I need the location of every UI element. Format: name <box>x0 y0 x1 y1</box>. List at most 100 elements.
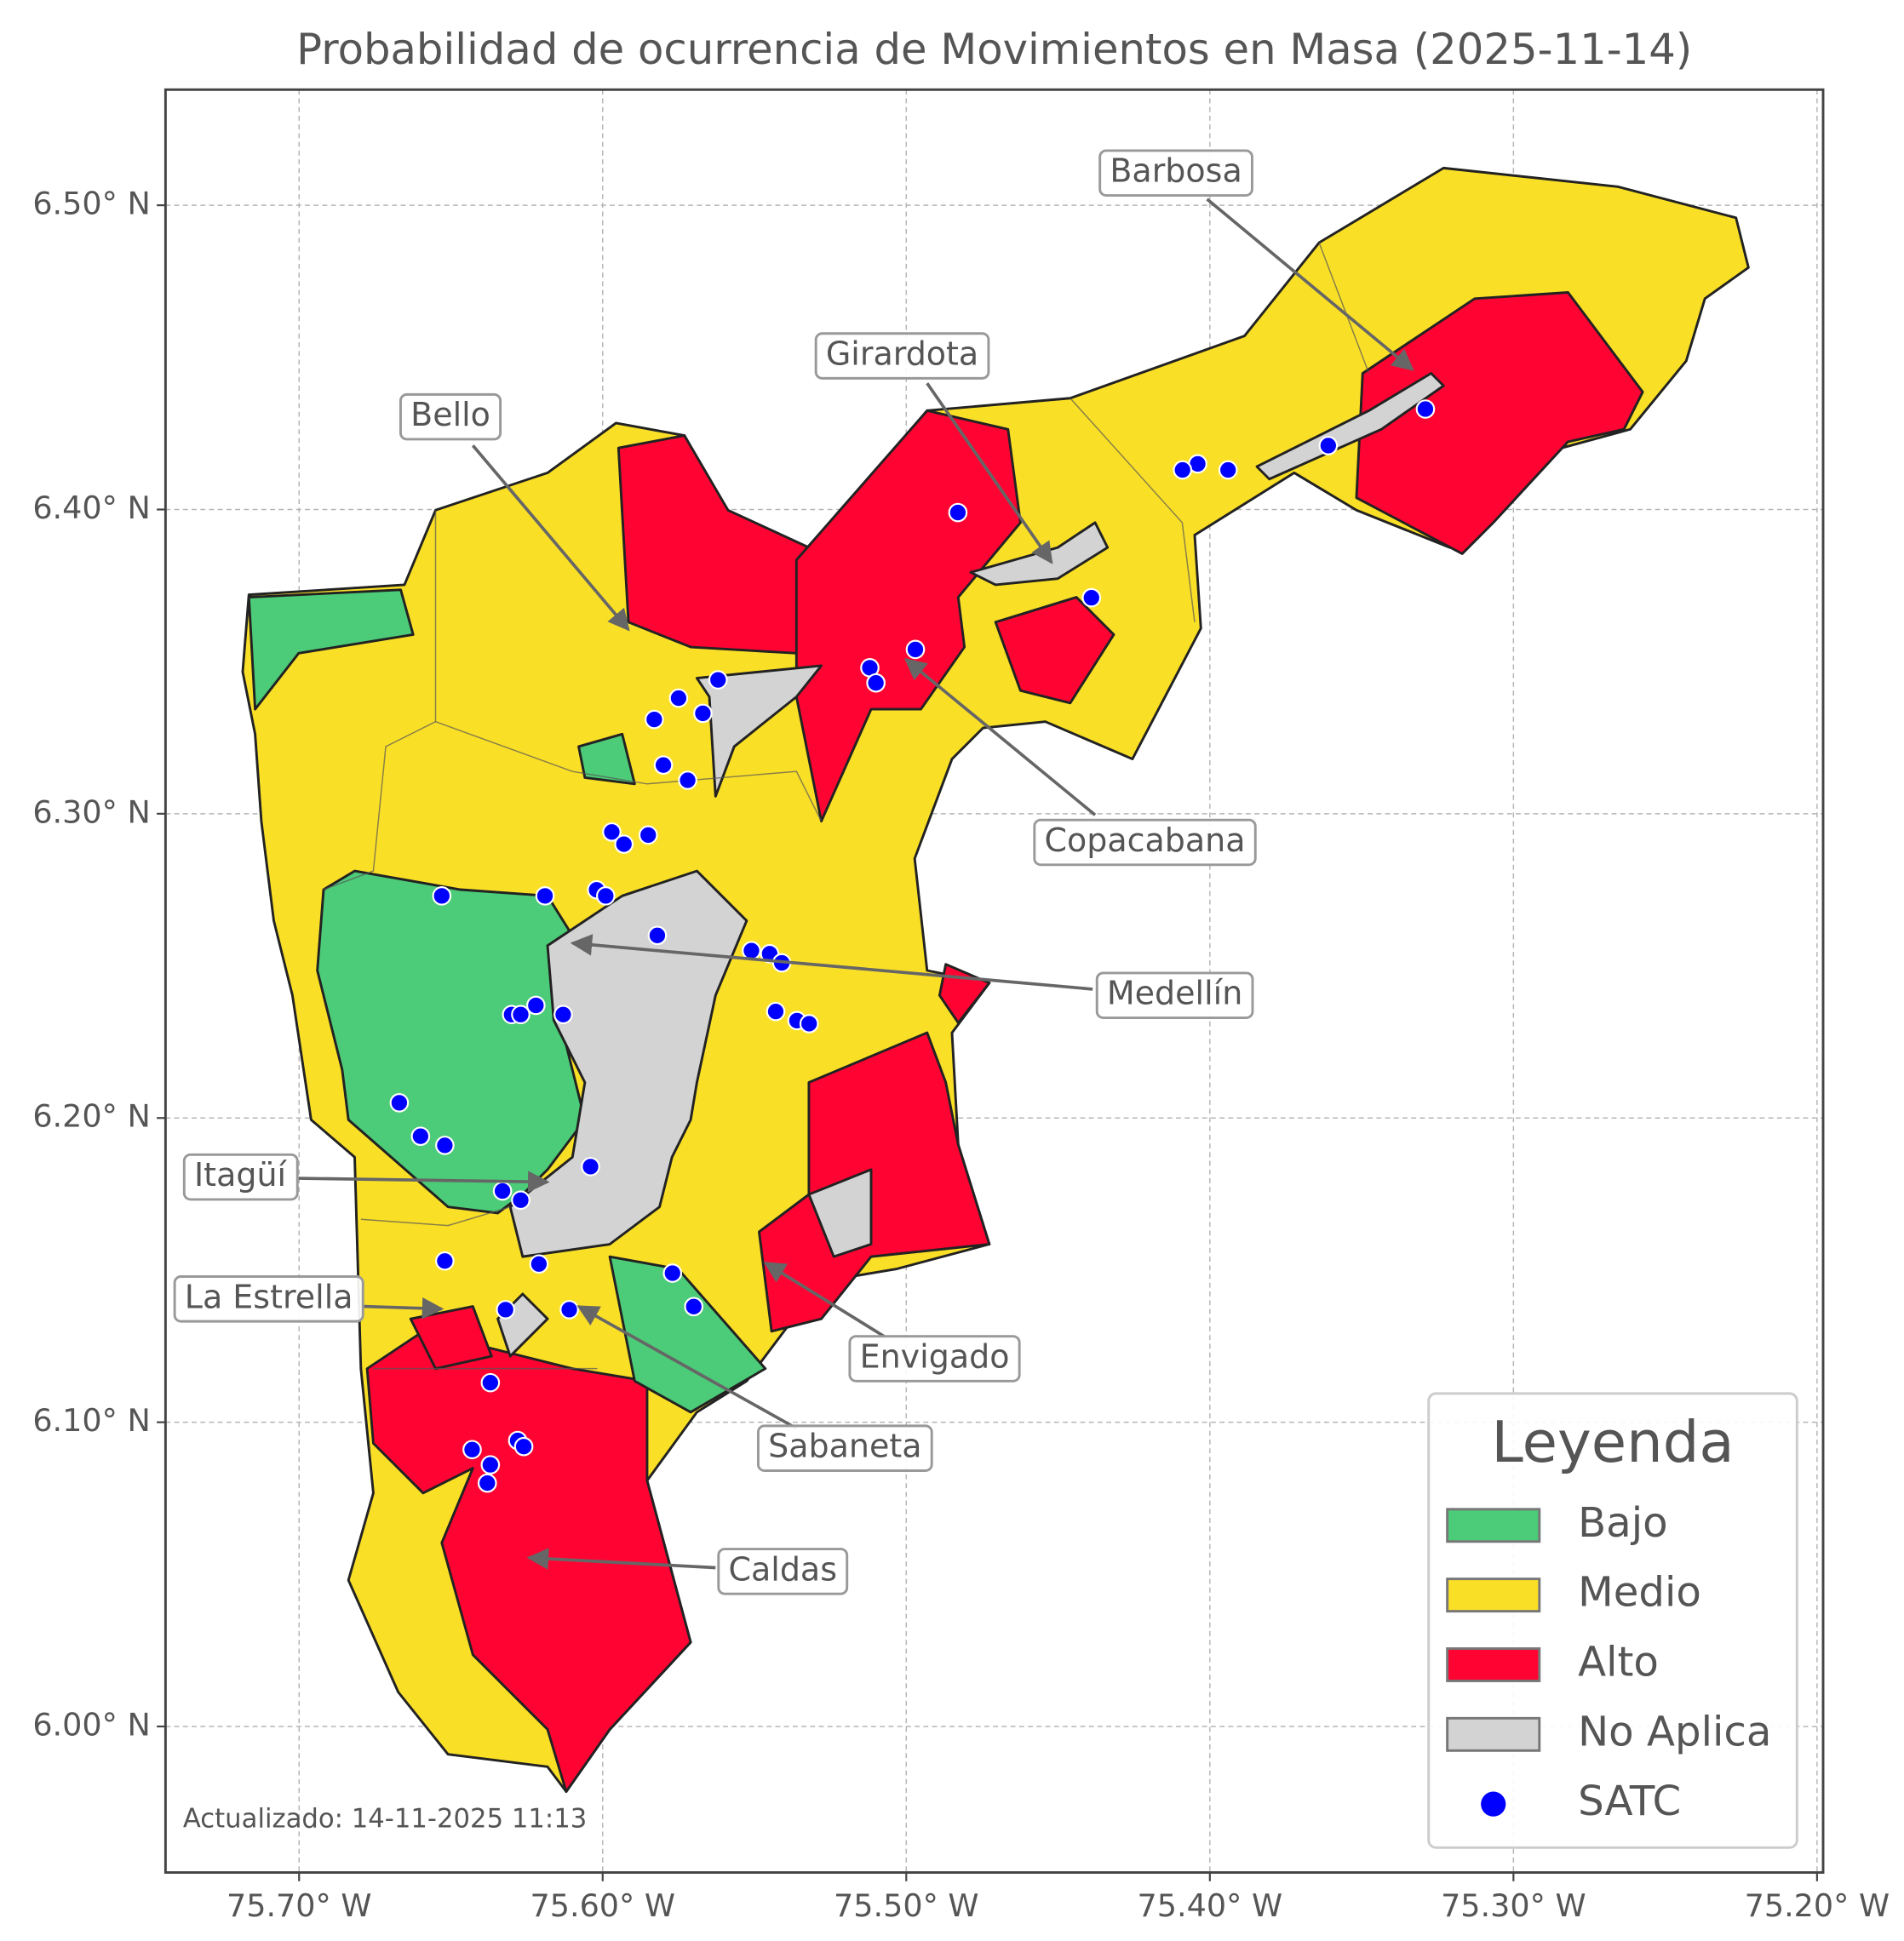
satc-point <box>948 502 968 523</box>
annotation-box <box>717 1548 849 1595</box>
annotation-box <box>399 392 502 441</box>
x-tick-label: 75.40° W <box>1138 1887 1283 1924</box>
satc-point <box>462 1440 482 1460</box>
legend-label: SATC <box>1578 1778 1681 1825</box>
satc-point <box>653 755 674 776</box>
legend-label: Bajo <box>1578 1499 1668 1547</box>
annotation-box <box>1033 818 1257 867</box>
annotation-label: Girardota <box>826 335 978 373</box>
boundary <box>360 1205 511 1227</box>
satc-point <box>866 673 886 693</box>
satc-point <box>766 1001 786 1022</box>
annotation-label: Barbosa <box>1110 152 1242 190</box>
x-tick-label: 75.60° W <box>530 1887 676 1924</box>
x-tick-label: 75.20° W <box>1745 1887 1890 1924</box>
annotation-label: Copacabana <box>1044 822 1245 859</box>
annotation-box <box>182 1153 299 1201</box>
annotation-label: La Estrella <box>185 1278 353 1315</box>
zone-no-aplica <box>508 869 748 1258</box>
satc-point <box>668 688 689 708</box>
annotation-box <box>1098 149 1253 197</box>
satc-point <box>662 1263 683 1283</box>
footnote: Actualizado: 14-11-2025 11:13 <box>183 1805 587 1835</box>
boundary <box>1318 242 1370 374</box>
satc-point <box>799 1014 819 1033</box>
satc-point <box>905 639 926 660</box>
boundary <box>1070 398 1196 622</box>
satc-point <box>1081 587 1102 608</box>
legend-label: No Aplica <box>1578 1708 1771 1755</box>
x-tick-label: 75.70° W <box>227 1887 372 1924</box>
satc-point <box>581 1157 600 1177</box>
satc-point <box>1318 436 1339 455</box>
zone-alto <box>1355 291 1644 555</box>
annotation-arrow <box>1206 198 1414 371</box>
satc-point <box>535 886 555 906</box>
satc-point <box>559 1300 579 1320</box>
annotation-box <box>848 1335 1021 1383</box>
zone-no-aplica <box>695 664 823 798</box>
satc-point <box>647 925 668 946</box>
boundary <box>323 510 437 890</box>
annotation-arrow <box>763 1261 887 1339</box>
satc-point <box>638 825 658 845</box>
y-tick-label: 6.00° N <box>32 1707 150 1743</box>
zone-alto <box>409 1305 493 1371</box>
y-tick-label: 6.50° N <box>32 186 150 222</box>
zone-alto <box>758 1031 991 1333</box>
legend-label: Medio <box>1578 1569 1701 1617</box>
satc-point <box>602 822 622 842</box>
satc-point <box>389 1093 410 1113</box>
satc-points <box>389 399 1436 1493</box>
annotation-label: Medellín <box>1107 975 1242 1012</box>
annotation-box <box>814 332 990 380</box>
zone-no-aplica <box>1255 372 1445 481</box>
y-tick-label: 6.40° N <box>32 490 150 526</box>
annotation-label: Envigado <box>860 1337 1010 1375</box>
zone-alto <box>994 596 1115 705</box>
legend-label: Alto <box>1578 1638 1659 1686</box>
legend-swatch <box>1446 1577 1541 1613</box>
annotations: Barbosa Girardota Bello Copacabana Medellín I… <box>173 149 1414 1595</box>
satc-point <box>742 941 761 961</box>
zone-bajo <box>577 732 636 786</box>
satc-point <box>684 1297 704 1317</box>
y-tick-label: 6.30° N <box>32 793 150 830</box>
satc-point <box>511 1005 530 1025</box>
satc-point <box>480 1455 501 1474</box>
satc-point <box>435 1136 455 1155</box>
annotation-arrow <box>576 1304 798 1430</box>
satc-point <box>496 1300 516 1320</box>
annotation-arrow <box>298 1171 550 1193</box>
annotation-label: Caldas <box>728 1550 837 1588</box>
annotation-box <box>756 1424 933 1472</box>
annotation-label: Itagüí <box>194 1156 288 1194</box>
zone-bajo <box>247 588 415 711</box>
satc-point <box>1173 460 1193 480</box>
satc-point <box>708 670 728 690</box>
satc-point <box>529 1254 549 1274</box>
satc-point <box>1415 399 1436 419</box>
satc-point <box>526 995 546 1016</box>
satc-point <box>678 770 697 790</box>
satc-point <box>596 886 616 906</box>
x-tick-label: 75.30° W <box>1441 1887 1586 1924</box>
annotation-label: Sabaneta <box>768 1428 921 1465</box>
zone-no-aplica <box>807 1168 873 1258</box>
y-tick-label: 6.10° N <box>32 1402 150 1439</box>
satc-point <box>511 1190 530 1211</box>
annotation-arrow <box>570 934 1093 991</box>
boundary <box>435 721 823 822</box>
satc-point <box>432 886 452 906</box>
satc-point <box>435 1251 455 1271</box>
annotation-label: Bello <box>410 396 490 433</box>
satc-point <box>553 1005 573 1025</box>
chart-title: Probabilidad de ocurrencia de Movimiento… <box>296 25 1692 74</box>
y-tick-label: 6.20° N <box>32 1098 150 1135</box>
satc-point <box>614 834 634 854</box>
legend: Leyenda Bajo Medio Alto No Aplica SATC <box>1427 1392 1798 1849</box>
satc-point <box>1218 460 1238 480</box>
plot-frame <box>163 88 1825 1875</box>
legend-swatch <box>1446 1647 1541 1682</box>
